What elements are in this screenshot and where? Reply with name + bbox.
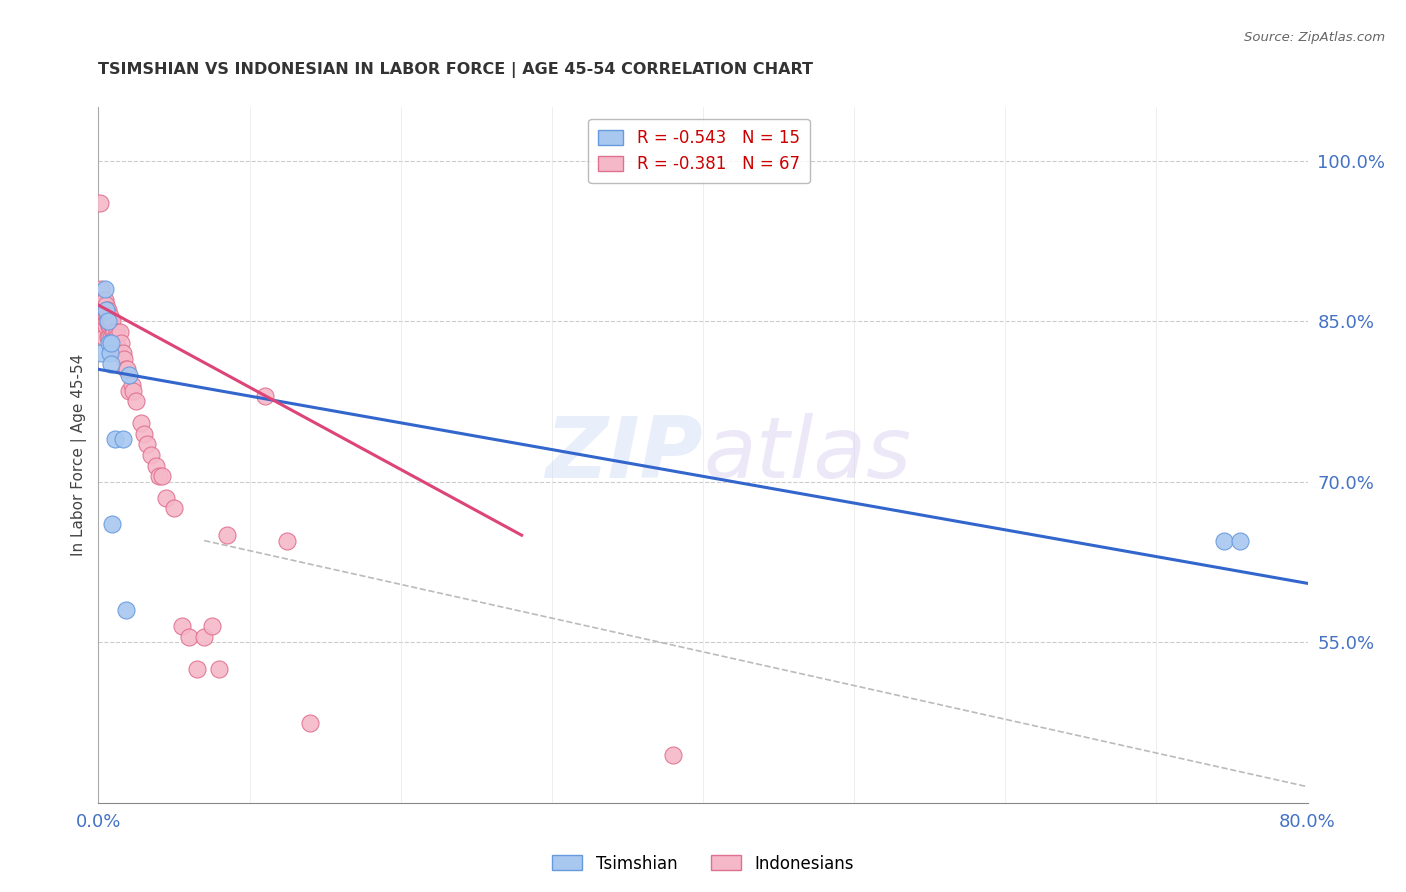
Point xyxy=(103,341,125,355)
Point xyxy=(107,341,129,355)
Point xyxy=(105,325,128,339)
Point xyxy=(118,368,141,382)
Point xyxy=(1229,533,1251,548)
Point xyxy=(148,469,170,483)
Point xyxy=(155,491,177,505)
Point xyxy=(121,378,143,392)
Point xyxy=(93,314,115,328)
Point xyxy=(103,335,125,350)
Point xyxy=(100,314,122,328)
Point xyxy=(201,619,224,633)
Point xyxy=(125,394,148,409)
Point xyxy=(163,501,186,516)
Legend: R = -0.543   N = 15, R = -0.381   N = 67: R = -0.543 N = 15, R = -0.381 N = 67 xyxy=(588,119,810,183)
Point xyxy=(101,341,124,355)
Point xyxy=(114,362,136,376)
Point xyxy=(93,330,115,344)
Point xyxy=(208,662,231,676)
Point xyxy=(96,314,118,328)
Text: Source: ZipAtlas.com: Source: ZipAtlas.com xyxy=(1244,31,1385,45)
Point xyxy=(118,384,141,398)
Point xyxy=(662,747,685,762)
Point xyxy=(103,325,125,339)
Point xyxy=(170,619,193,633)
Point xyxy=(91,319,114,334)
Point xyxy=(90,282,112,296)
Point xyxy=(101,314,124,328)
Point xyxy=(98,330,121,344)
Legend: Tsimshian, Indonesians: Tsimshian, Indonesians xyxy=(546,848,860,880)
Point xyxy=(94,298,117,312)
Point xyxy=(98,319,121,334)
Point xyxy=(100,357,122,371)
Point xyxy=(104,330,127,344)
Point xyxy=(105,330,128,344)
Point xyxy=(104,432,127,446)
Point xyxy=(93,303,115,318)
Point xyxy=(135,437,157,451)
Point xyxy=(91,293,114,307)
Point xyxy=(100,335,122,350)
Point xyxy=(111,432,134,446)
Y-axis label: In Labor Force | Age 45-54: In Labor Force | Age 45-54 xyxy=(72,354,87,556)
Point xyxy=(299,715,322,730)
Point xyxy=(110,335,132,350)
Point xyxy=(96,303,118,318)
Point xyxy=(179,630,201,644)
Point xyxy=(98,309,121,323)
Point xyxy=(1213,533,1236,548)
Point xyxy=(129,416,152,430)
Point xyxy=(91,298,114,312)
Point xyxy=(97,303,120,318)
Point xyxy=(276,533,298,548)
Point xyxy=(150,469,173,483)
Point xyxy=(100,330,122,344)
Text: ZIP: ZIP xyxy=(546,413,703,497)
Point xyxy=(96,319,118,334)
Point xyxy=(90,346,112,360)
Point xyxy=(115,362,138,376)
Point xyxy=(104,335,127,350)
Point xyxy=(122,384,145,398)
Point xyxy=(215,528,238,542)
Point xyxy=(115,603,138,617)
Point xyxy=(111,346,134,360)
Point xyxy=(98,346,121,360)
Point xyxy=(186,662,208,676)
Point xyxy=(96,309,118,323)
Point xyxy=(98,319,121,334)
Point xyxy=(94,303,117,318)
Point xyxy=(100,319,122,334)
Point xyxy=(90,309,112,323)
Point xyxy=(112,351,135,366)
Point xyxy=(89,196,111,211)
Point xyxy=(108,325,131,339)
Point xyxy=(193,630,215,644)
Point xyxy=(253,389,276,403)
Point xyxy=(94,282,117,296)
Text: atlas: atlas xyxy=(703,413,911,497)
Point xyxy=(101,517,124,532)
Point xyxy=(94,293,117,307)
Point xyxy=(97,314,120,328)
Point xyxy=(94,309,117,323)
Point xyxy=(141,448,163,462)
Point xyxy=(145,458,167,473)
Point xyxy=(97,330,120,344)
Point xyxy=(98,335,121,350)
Text: TSIMSHIAN VS INDONESIAN IN LABOR FORCE | AGE 45-54 CORRELATION CHART: TSIMSHIAN VS INDONESIAN IN LABOR FORCE |… xyxy=(98,62,814,78)
Point xyxy=(132,426,155,441)
Point xyxy=(101,325,124,339)
Point xyxy=(97,309,120,323)
